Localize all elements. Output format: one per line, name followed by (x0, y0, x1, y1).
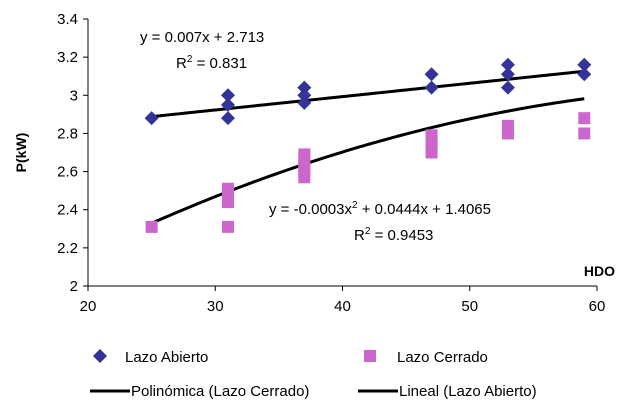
lazo-cerrado-point (298, 171, 311, 184)
linear-trendline (151, 69, 585, 119)
x-tick-label: 60 (589, 298, 606, 315)
lazo-cerrado-point (145, 220, 158, 233)
y-tick-label: 2.2 (57, 240, 78, 257)
legend: Lazo Abierto Lazo Cerrado Polinómica (Lazo… (90, 349, 537, 400)
lazo-abierto-point (220, 111, 235, 126)
lazo-abierto-point (424, 80, 439, 95)
legend-label-polinomica: Polinómica (Lazo Cerrado) (131, 383, 309, 400)
y-tick-label: 2 (70, 278, 78, 295)
legend-label-lineal: Lineal (Lazo Abierto) (399, 383, 537, 400)
lazo-abierto-point (500, 67, 515, 82)
y-tick-label: 3.4 (57, 11, 78, 28)
y-tick-label: 2.8 (57, 125, 78, 142)
lazo-cerrado-point (221, 196, 234, 209)
lazo-abierto-point (220, 88, 235, 103)
y-tick-label: 2.6 (57, 164, 78, 181)
y-tick-label: 3.2 (57, 49, 78, 66)
trendline-equations: y = 0.007x + 2.713 R2 = 0.831 y = -0.0003x… (140, 29, 491, 244)
lazo-cerrado-point (578, 127, 591, 140)
x-tick-label: 50 (461, 298, 478, 315)
x-tick-label: 30 (207, 298, 224, 315)
legend-diamond-icon (93, 349, 107, 363)
lazo-abierto-point (577, 57, 592, 72)
lazo-cerrado-point (221, 220, 234, 233)
y-tick-label: 2.4 (57, 202, 78, 219)
lazo-abierto-point (500, 57, 515, 72)
y-tick-label: 3 (70, 87, 78, 104)
y-axis-label: P(kW) (13, 133, 29, 173)
polynomial-r2-label: R2 = 0.9453 (354, 226, 433, 244)
lazo-abierto-point (424, 67, 439, 82)
axes: 2 2.2 2.4 2.6 2.8 3 3.2 3.4 20 30 40 50 60 HDO P(kW) (13, 11, 615, 315)
lazo-abierto-point (297, 88, 312, 103)
polynomial-equation-label: y = -0.0003x2 + 0.0444x + 1.4065 (269, 200, 491, 218)
lazo-abierto-point (500, 80, 515, 95)
x-tick-label: 40 (334, 298, 351, 315)
lazo-abierto-point (220, 97, 235, 112)
linear-r2-label: R2 = 0.831 (176, 54, 247, 72)
lazo-abierto-point (144, 111, 159, 126)
lazo-abierto-point (577, 67, 592, 82)
linear-equation-label: y = 0.007x + 2.713 (140, 29, 264, 46)
data-points (144, 57, 592, 233)
x-axis-label: HDO (584, 263, 615, 279)
legend-label-lazo-abierto: Lazo Abierto (125, 349, 208, 366)
lazo-abierto-point (297, 95, 312, 110)
legend-label-lazo-cerrado: Lazo Cerrado (397, 349, 488, 366)
legend-square-icon (364, 350, 376, 362)
lazo-abierto-point (297, 80, 312, 95)
lazo-cerrado-point (501, 127, 514, 140)
lazo-cerrado-point (578, 112, 591, 125)
lazo-cerrado-point (425, 146, 438, 159)
x-tick-label: 20 (80, 298, 97, 315)
